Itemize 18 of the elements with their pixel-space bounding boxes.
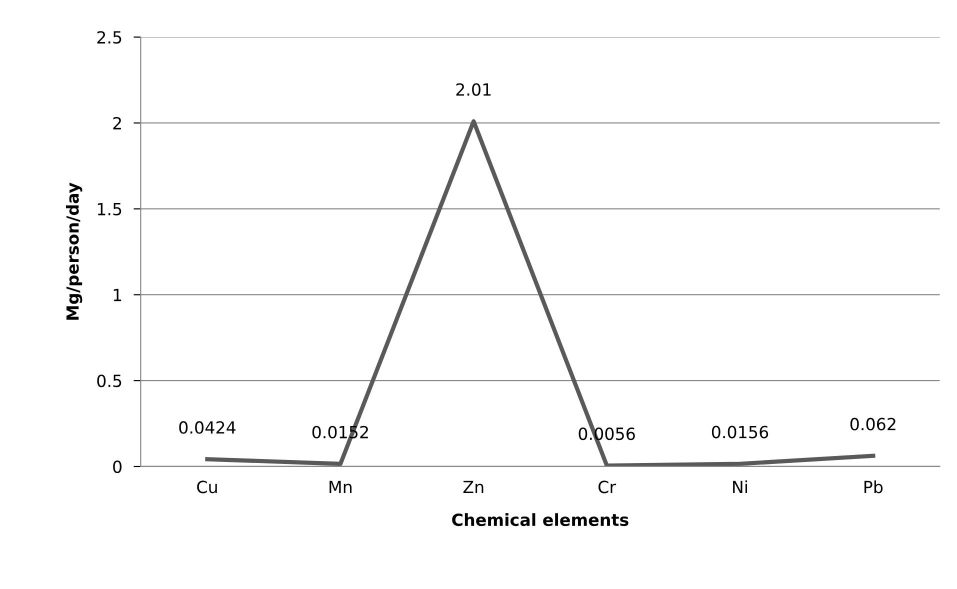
data-label: 0.0156: [712, 426, 768, 438]
x-tick-label: Ni: [733, 480, 747, 494]
y-axis-title: Mg/person/day: [66, 182, 82, 320]
y-tick-label: 1.5: [98, 203, 122, 216]
y-tick-label: 2.5: [97, 31, 122, 44]
y-tick-label: 0: [113, 460, 122, 474]
y-tick-label: 0.5: [97, 374, 122, 388]
data-label: 0.062: [850, 418, 896, 430]
x-tick-label: Cr: [598, 480, 616, 494]
x-axis-title: Chemical elements: [452, 513, 628, 526]
data-label: 2.01: [456, 83, 491, 96]
data-label: 0.0424: [179, 421, 236, 434]
y-tick-label: 2: [113, 116, 121, 130]
x-tick-label: Pb: [864, 480, 883, 494]
x-tick-label: Cu: [197, 480, 217, 494]
x-tick-label: Mn: [330, 480, 352, 494]
y-tick-label: 1: [114, 288, 122, 302]
x-tick-label: Zn: [463, 480, 484, 494]
